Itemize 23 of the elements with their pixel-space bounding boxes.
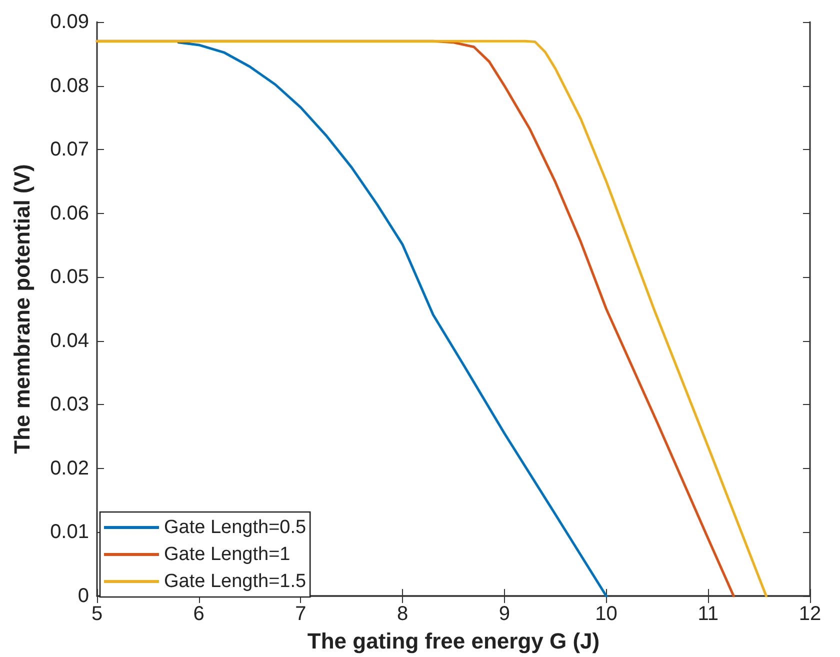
legend-label: Gate Length=1 (164, 544, 290, 565)
y-tick-label: 0.01 (50, 521, 89, 544)
y-axis-title: The membrane potential (V) (10, 164, 34, 454)
x-axis-title: The gating free energy G (J) (307, 628, 600, 654)
y-tick-label: 0.03 (50, 394, 89, 416)
x-tick-label: 5 (91, 603, 103, 625)
y-tick-label: 0 (78, 585, 89, 607)
y-tick-label: 0.02 (50, 457, 89, 480)
y-tick-label: 0.07 (50, 138, 89, 161)
y-tick-label: 0.05 (50, 266, 89, 288)
x-tick-label: 8 (397, 603, 408, 625)
x-tick-label: 10 (595, 603, 618, 625)
y-tick-label: 0.06 (50, 202, 89, 224)
y-tick-label: 0.08 (50, 74, 89, 97)
x-tick-label: 9 (498, 603, 510, 625)
y-tick-label: 0.09 (50, 11, 89, 33)
x-tick-label: 7 (295, 603, 306, 625)
legend-label: Gate Length=1.5 (164, 571, 306, 592)
x-tick-label: 11 (698, 603, 719, 625)
x-tick-label: 6 (193, 603, 204, 625)
x-tick-label: 12 (798, 603, 822, 625)
legend-label: Gate Length=0.5 (164, 517, 306, 538)
y-tick-label: 0.04 (50, 330, 89, 352)
